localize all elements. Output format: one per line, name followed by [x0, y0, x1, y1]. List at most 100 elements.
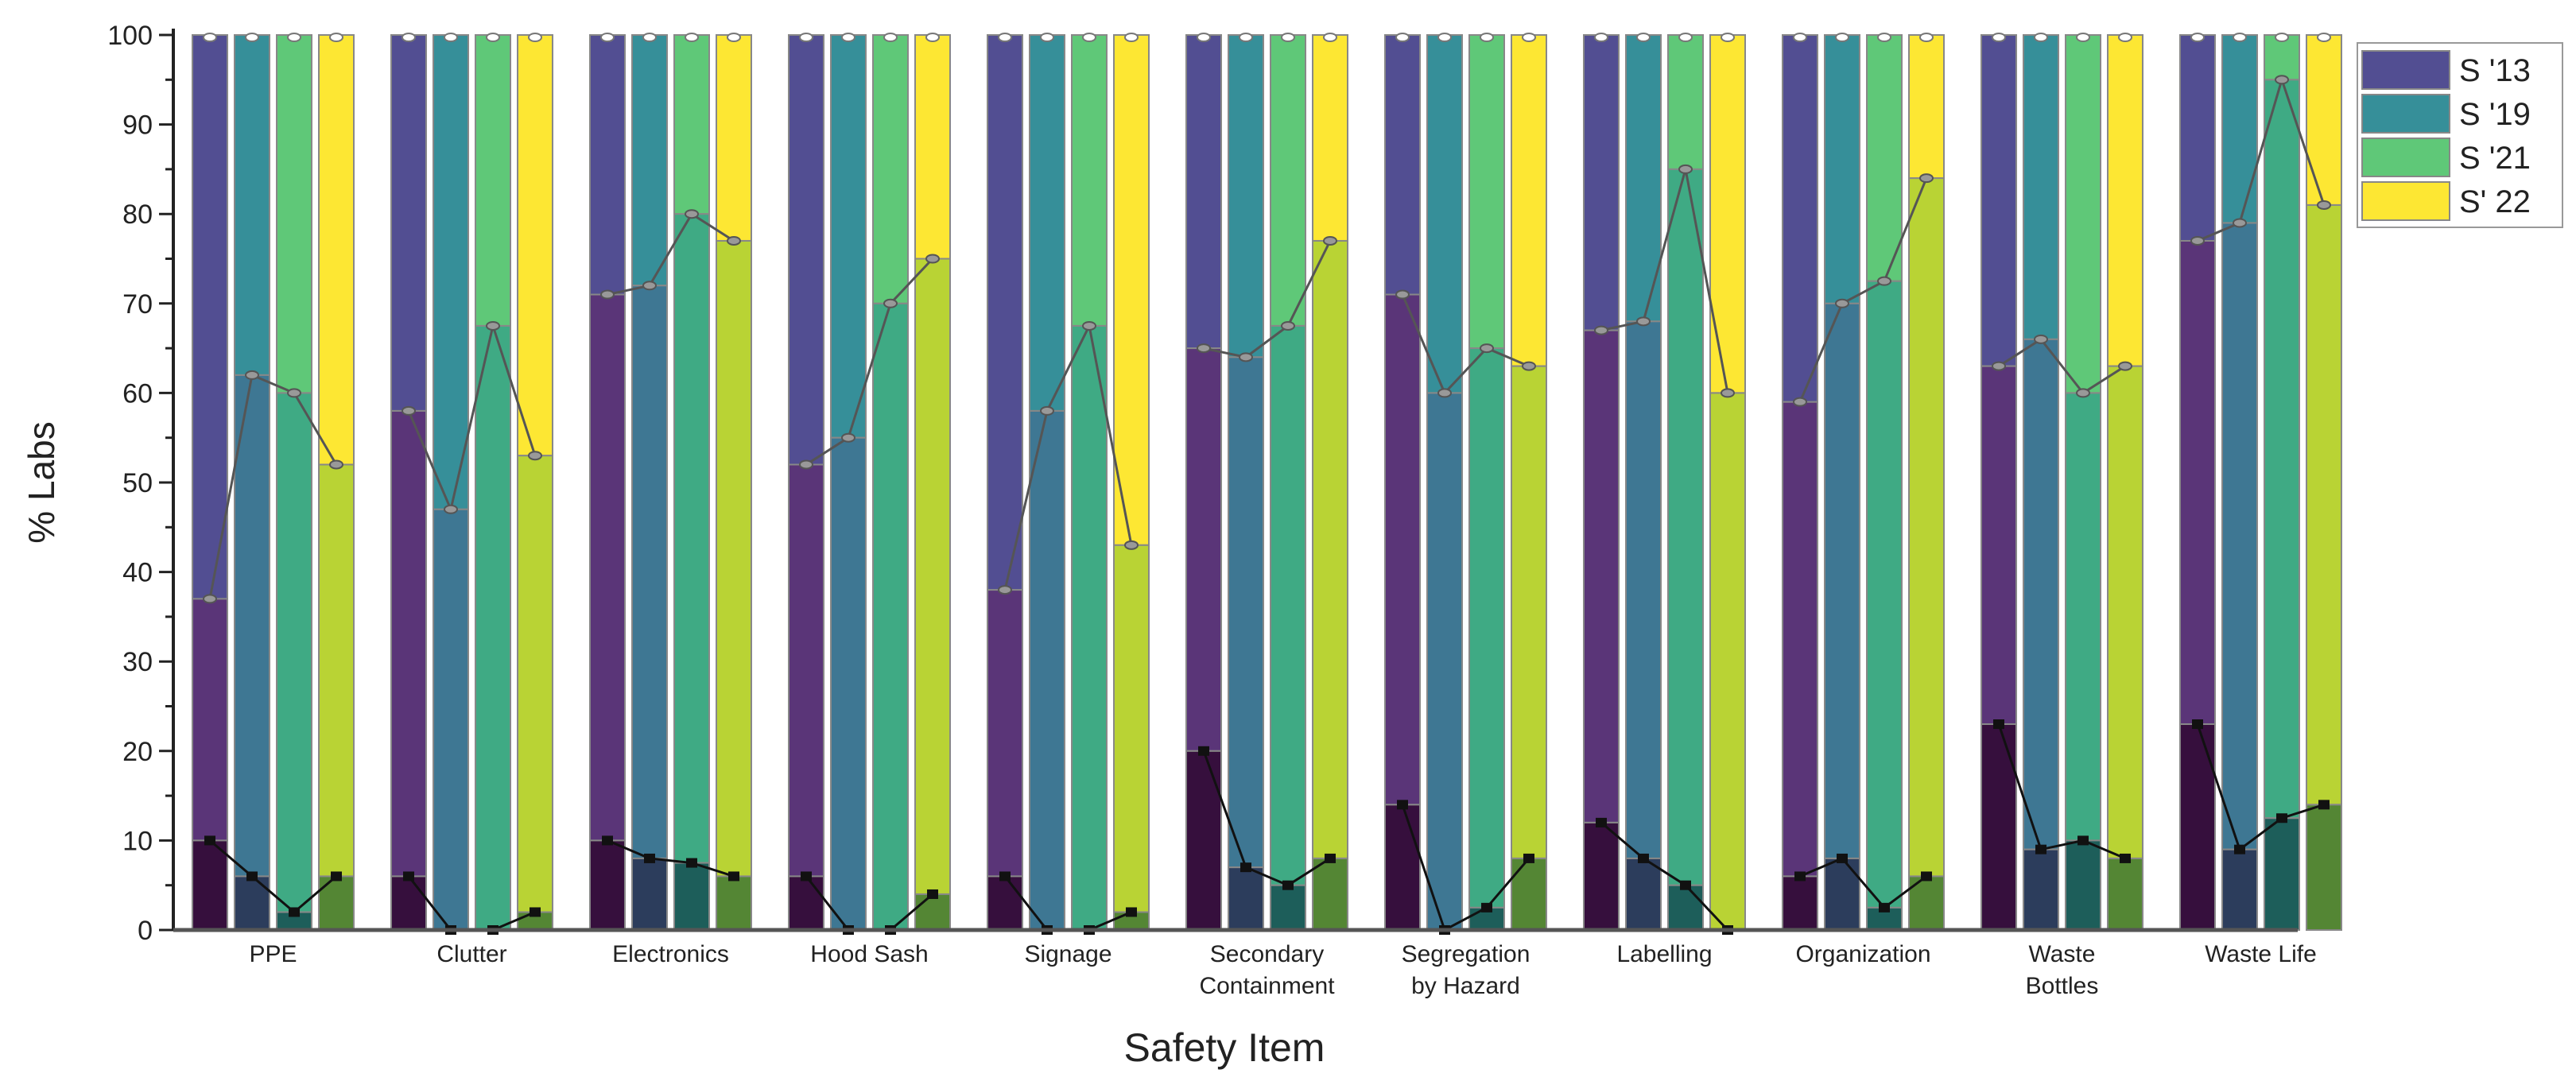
bar-segment-top: [1384, 34, 1421, 296]
bar-segment-top: [1583, 34, 1620, 331]
low-value-line: [209, 839, 337, 914]
bar-segment-top: [914, 34, 951, 260]
low-value-marker: [1397, 800, 1408, 810]
mid-value-line: [407, 321, 537, 513]
bar-segment-bottom: [1384, 804, 1421, 931]
x-tick-label: Containment: [1199, 973, 1335, 999]
bar-segment-top: [276, 34, 312, 394]
mid-value-line: [607, 212, 735, 296]
low-value-line: [1997, 723, 2126, 860]
low-value-marker: [403, 871, 414, 882]
legend-swatch: [2361, 94, 2450, 134]
bar-segment-top: [1511, 34, 1547, 367]
bar-segment-mid: [1384, 293, 1421, 806]
mid-value-marker: [1835, 298, 1849, 308]
x-tick-label: Secondary: [1210, 941, 1324, 967]
mid-value-line: [2197, 76, 2326, 242]
legend-label: S '21: [2459, 141, 2531, 176]
bar-segment-top: [517, 34, 553, 457]
mid-value-marker: [1678, 164, 1693, 174]
x-tick-label: Bottles: [2026, 973, 2099, 999]
y-tick-label: 90: [122, 110, 153, 141]
legend-label: S' 22: [2459, 184, 2531, 219]
top-value-marker: [925, 33, 940, 42]
top-value-marker: [2190, 33, 2205, 42]
low-value-marker: [644, 853, 655, 863]
low-value-marker: [1596, 817, 1607, 827]
low-value-marker: [1523, 853, 1534, 863]
bar-segment-top: [475, 34, 511, 327]
mid-value-marker: [685, 209, 699, 219]
bar-segment-mid: [788, 463, 824, 878]
bar-segment-mid: [234, 374, 270, 878]
low-value-marker: [999, 871, 1011, 882]
mid-value-marker: [1919, 173, 1934, 184]
bar-segment-top: [830, 34, 867, 439]
bar-segment-top: [2179, 34, 2216, 242]
top-value-marker: [642, 33, 657, 42]
top-value-marker: [1040, 33, 1054, 42]
bar-segment-top: [1228, 34, 1264, 358]
mid-value-marker: [1040, 405, 1054, 416]
bar-segment-top: [2306, 34, 2342, 206]
bar-segment-top: [1270, 34, 1306, 327]
bar-segment-top: [1908, 34, 1945, 180]
mid-value-line: [805, 258, 934, 466]
bar-segment-mid: [2179, 239, 2216, 726]
top-value-marker: [2275, 33, 2289, 42]
low-value-marker: [1126, 907, 1137, 917]
bar-segment-bottom: [1185, 750, 1222, 931]
mid-value-line: [1003, 322, 1133, 591]
mid-value-marker: [1239, 352, 1253, 362]
low-value-marker: [1837, 853, 1848, 863]
y-tick-label: 40: [122, 558, 153, 588]
top-value-marker: [444, 33, 458, 42]
bar-segment-mid: [276, 392, 312, 913]
trend-lines-layer: [203, 33, 2331, 935]
bar-segment-bottom: [2023, 848, 2059, 932]
bar-segment-bottom: [788, 875, 824, 931]
x-tick-label: Signage: [1024, 941, 1111, 967]
bar-segment-mid: [1511, 365, 1547, 859]
low-value-marker: [2234, 844, 2245, 854]
low-value-marker: [1282, 880, 1294, 890]
low-value-marker: [331, 871, 342, 882]
bar-segment-mid: [1270, 324, 1306, 886]
low-value-marker: [1325, 853, 1336, 863]
y-tick-label: 20: [122, 737, 153, 767]
bar-segment-top: [1185, 34, 1222, 350]
bar-segment-mid: [2221, 222, 2258, 851]
top-value-marker: [841, 33, 855, 42]
bars-layer: [192, 34, 2342, 932]
x-tick-label: Waste Life: [2205, 941, 2317, 967]
top-value-marker: [203, 33, 217, 42]
bar-segment-top: [1667, 34, 1704, 170]
top-value-marker: [883, 33, 898, 42]
top-value-marker: [1877, 33, 1891, 42]
bar-segment-mid: [2306, 203, 2342, 806]
mid-value-marker: [1636, 316, 1651, 327]
mid-value-line: [208, 373, 338, 599]
top-value-marker: [528, 33, 542, 42]
top-value-marker: [2034, 33, 2048, 42]
mid-value-marker: [1721, 388, 1735, 398]
y-tick-label: 70: [122, 289, 153, 320]
mid-value-marker: [1281, 320, 1295, 331]
bar-segment-top: [1824, 34, 1860, 304]
bar-segment-bottom: [2221, 848, 2258, 932]
bar-segment-mid: [1908, 177, 1945, 878]
x-tick-label: by Hazard: [1411, 973, 1520, 999]
axes-layer: PPE Clutter Electronics Hood Sash Signage Sec…: [107, 21, 2317, 999]
low-value-line: [805, 875, 933, 932]
top-value-marker: [486, 33, 500, 42]
bar-segment-mid: [1980, 365, 2017, 726]
y-tick-label: 10: [122, 826, 153, 856]
bar-segment-top: [1709, 34, 1746, 394]
top-value-marker: [1793, 33, 1807, 42]
bar-segment-top: [234, 34, 270, 376]
mid-value-marker: [1197, 343, 1211, 354]
top-value-marker: [329, 33, 343, 42]
bar-segment-mid: [517, 455, 553, 913]
x-tick-label: Waste: [2029, 941, 2096, 967]
